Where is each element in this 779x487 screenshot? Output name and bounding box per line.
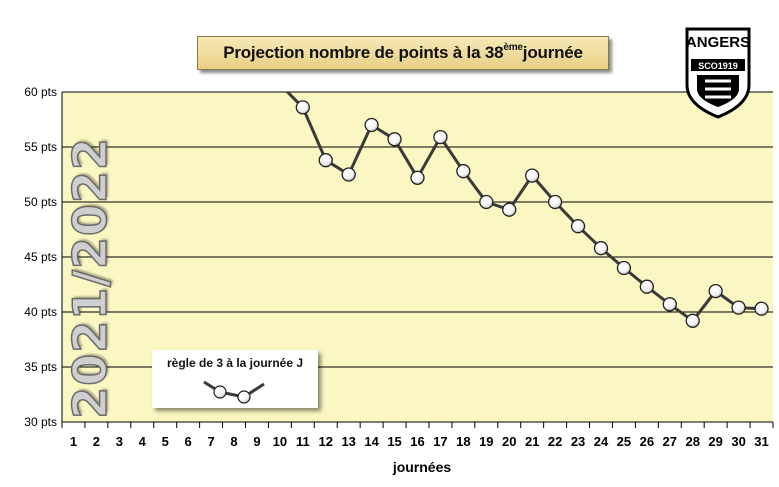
x-tick-label: 15 (387, 434, 401, 449)
data-point (593, 241, 609, 256)
x-tick-label: 19 (479, 434, 493, 449)
title-tail: journée (522, 43, 583, 62)
x-tick-label: 21 (525, 434, 539, 449)
y-tick-label: 55 pts (24, 140, 57, 154)
x-tick-label: 23 (571, 434, 585, 449)
season-text: 2021/2022 (62, 136, 118, 419)
x-tick-label: 22 (548, 434, 562, 449)
chart-title: Projection nombre de points à la 38 ème j… (197, 36, 609, 70)
data-point (639, 279, 655, 294)
x-tick-label: 9 (253, 434, 260, 449)
x-tick-label: 11 (296, 434, 310, 449)
data-point (754, 301, 769, 316)
x-tick-label: 25 (617, 434, 631, 449)
x-tick-label: 7 (207, 434, 214, 449)
y-tick-label: 40 pts (24, 305, 57, 319)
x-tick-label: 17 (433, 434, 447, 449)
data-point (547, 194, 563, 210)
data-point (456, 164, 471, 179)
x-tick-labels: 1 2 3 4 5 6 7 8 9 10 11 12 13 14 15 16 17 18 19 20 21 22 23 24 2… (70, 434, 769, 449)
y-tick-label: 35 pts (24, 360, 57, 374)
data-point (525, 168, 540, 183)
series-line (285, 92, 762, 323)
x-tick-label: 1 (70, 434, 77, 449)
legend-sample-icon (203, 380, 265, 404)
data-point (502, 202, 517, 217)
data-point (318, 153, 333, 168)
x-tick-label: 8 (230, 434, 237, 449)
y-tick-labels: 30 pts 35 pts 40 pts 45 pts 50 pts 55 pts 60 p… (24, 85, 57, 429)
x-tick-label: 6 (185, 434, 192, 449)
data-point (731, 300, 746, 315)
x-tick-label: 4 (139, 434, 147, 449)
x-tick-label: 20 (502, 434, 516, 449)
data-point (295, 100, 310, 115)
x-tick-label: 30 (731, 434, 745, 449)
season-watermark: 2021/2022 (50, 136, 130, 419)
x-tick-label: 31 (754, 434, 768, 449)
x-tick-label: 5 (162, 434, 169, 449)
data-point (616, 260, 632, 276)
legend-label: règle de 3 à la journée J (166, 356, 304, 370)
y-tick-label: 45 pts (24, 250, 57, 264)
x-tick-label: 14 (364, 434, 379, 449)
data-point (364, 117, 379, 133)
x-tick-marks (61, 422, 774, 428)
x-tick-label: 18 (456, 434, 470, 449)
series-markers (295, 100, 769, 328)
x-tick-label: 10 (273, 434, 287, 449)
y-tick-label: 50 pts (24, 195, 57, 209)
x-tick-label: 27 (663, 434, 677, 449)
x-tick-label: 28 (685, 434, 699, 449)
x-tick-label: 12 (319, 434, 333, 449)
y-tick-label: 60 pts (24, 85, 57, 99)
x-tick-label: 24 (594, 434, 609, 449)
x-axis-label: journées (392, 459, 452, 475)
club-logo: ANGERS SCO1919 (685, 27, 751, 119)
data-point (410, 170, 425, 185)
data-point (387, 132, 402, 147)
logo-sub: SCO1919 (698, 61, 738, 71)
title-main: Projection nombre de points à la 38 (223, 43, 504, 62)
x-tick-label: 26 (640, 434, 654, 449)
legend-box: règle de 3 à la journée J (152, 350, 318, 408)
y-tick-label: 30 pts (24, 415, 57, 429)
data-point (433, 129, 448, 145)
data-point (662, 297, 677, 312)
data-point (341, 167, 356, 182)
data-point (708, 283, 723, 299)
x-tick-label: 16 (410, 434, 424, 449)
x-tick-label: 13 (341, 434, 355, 449)
data-point (570, 219, 586, 234)
title-superscript: ème (503, 41, 523, 53)
logo-name: ANGERS (686, 34, 750, 51)
data-point (479, 194, 494, 210)
x-tick-label: 29 (708, 434, 722, 449)
data-point (685, 313, 700, 328)
x-tick-label: 2 (93, 434, 100, 449)
x-tick-label: 3 (116, 434, 123, 449)
